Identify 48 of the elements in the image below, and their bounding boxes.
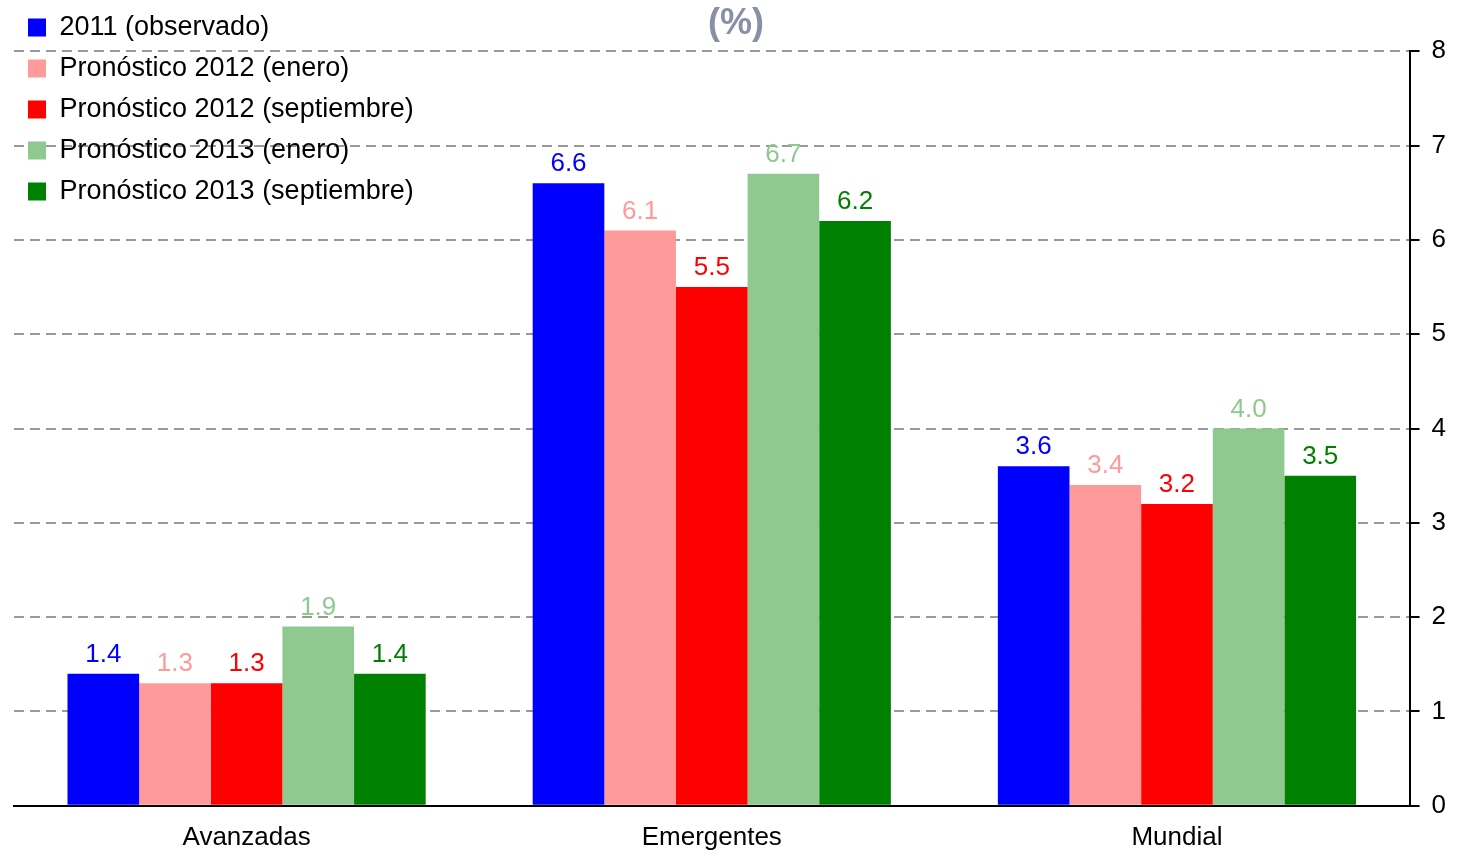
data-label: 6.7 [765, 137, 802, 168]
data-label: 1.4 [371, 637, 408, 668]
data-label: 5.5 [693, 251, 730, 282]
y-tick-label: 8 [1431, 34, 1447, 65]
y-tick-label: 1 [1431, 694, 1447, 725]
y-tick-label: 2 [1431, 600, 1447, 631]
bar [604, 230, 676, 805]
y-tick-label: 4 [1431, 411, 1447, 442]
data-label: 4.0 [1230, 392, 1267, 423]
bar [282, 626, 355, 805]
bar [819, 220, 891, 805]
legend-label: Pronóstico 2013 (enero) [59, 133, 350, 164]
y-tick-label: 3 [1431, 506, 1447, 536]
x-tick-label: Avanzadas [182, 820, 311, 851]
data-label: 6.2 [836, 185, 874, 216]
data-label: 3.2 [1158, 468, 1196, 499]
bar [1141, 503, 1213, 805]
y-tick-label: 0 [1431, 788, 1447, 819]
bar [1284, 475, 1357, 805]
legend-label: Pronóstico 2012 (enero) [59, 51, 350, 82]
bar [747, 173, 820, 805]
data-label: 1.4 [85, 637, 122, 668]
data-label: 1.3 [156, 647, 194, 678]
bar [675, 287, 748, 805]
data-label: 3.4 [1087, 449, 1124, 480]
data-label: 1.9 [300, 590, 337, 621]
data-label: 3.5 [1302, 439, 1339, 470]
x-tick-label: Emergentes [641, 820, 782, 851]
bar [139, 683, 211, 805]
y-tick-label: 6 [1431, 223, 1447, 254]
bar [997, 466, 1070, 805]
bar [67, 673, 140, 805]
bar [1069, 485, 1142, 805]
data-label: 6.1 [622, 194, 659, 225]
bar [210, 683, 283, 805]
chart-title: (%) [708, 0, 764, 42]
legend-label: Pronóstico 2012 (septiembre) [59, 92, 414, 123]
y-tick-label: 5 [1431, 317, 1447, 348]
data-label: 6.6 [550, 147, 587, 178]
bar [1212, 428, 1285, 805]
bar [354, 673, 426, 805]
legend-label: 2011 (observado) [59, 10, 270, 41]
bar [532, 183, 605, 805]
data-label: 1.3 [228, 647, 265, 678]
legend-label: Pronóstico 2013 (septiembre) [59, 174, 414, 205]
y-tick-label: 7 [1431, 128, 1447, 159]
data-label: 3.6 [1015, 430, 1052, 461]
x-tick-label: Mundial [1131, 820, 1223, 851]
